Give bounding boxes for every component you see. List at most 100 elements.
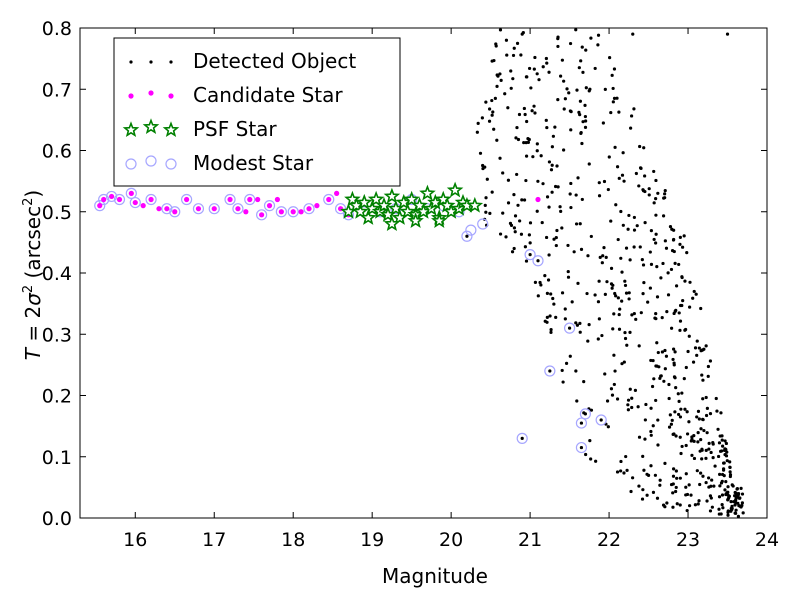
detected-object-point — [687, 420, 691, 424]
detected-object-point — [645, 472, 649, 476]
detected-object-point — [674, 284, 679, 288]
detected-object-point — [634, 171, 638, 176]
detected-object-point — [517, 112, 522, 117]
detected-object-point — [681, 245, 685, 249]
detected-object-point — [667, 425, 672, 429]
detected-object-point — [465, 234, 469, 238]
legend-marker-modest-star — [165, 158, 177, 170]
detected-object-point — [667, 382, 671, 387]
detected-object-point — [539, 154, 543, 158]
detected-object-point — [606, 425, 610, 429]
legend-marker-candidate-star — [168, 93, 174, 99]
detected-object-point — [671, 467, 676, 471]
detected-object-point — [522, 141, 526, 145]
detected-object-point — [627, 291, 631, 295]
detected-object-point — [716, 454, 721, 459]
detected-object-point — [510, 250, 515, 254]
detected-object-point — [584, 119, 588, 123]
detected-object-point — [568, 41, 573, 46]
detected-object-point — [740, 492, 745, 496]
detected-object-point — [539, 283, 543, 287]
candidate-star-point — [535, 196, 541, 203]
detected-object-point — [622, 179, 626, 183]
detected-object-point — [485, 177, 489, 181]
detected-object-point — [598, 255, 602, 259]
detected-object-point — [626, 408, 630, 412]
detected-object-point — [674, 469, 678, 473]
candidate-star-point — [164, 206, 170, 212]
detected-object-point — [704, 456, 708, 460]
detected-object-point — [492, 127, 496, 131]
psf-star-point — [438, 196, 456, 213]
detected-object-point — [642, 280, 646, 285]
detected-object-point — [682, 234, 686, 238]
candidate-star-point — [128, 190, 134, 196]
detected-object-point — [704, 413, 709, 418]
detected-object-point — [524, 75, 529, 79]
detected-object-point — [652, 237, 656, 242]
detected-object-point — [475, 130, 479, 134]
modest-star-point — [169, 206, 181, 218]
series-detected-object — [465, 28, 745, 519]
detected-object-point — [657, 365, 661, 369]
detected-object-point — [656, 418, 660, 422]
detected-object-point — [671, 357, 675, 362]
detected-object-point — [639, 166, 643, 170]
detected-object-point — [685, 508, 689, 513]
detected-object-point — [706, 374, 710, 378]
detected-object-point — [705, 431, 709, 435]
detected-object-point — [722, 461, 726, 465]
detected-object-point — [655, 295, 660, 299]
detected-object-point — [678, 235, 682, 239]
detected-object-point — [629, 489, 633, 494]
detected-object-point — [720, 438, 724, 442]
detected-object-point — [704, 344, 708, 348]
detected-object-point — [554, 315, 558, 319]
detected-object-point — [553, 125, 557, 129]
detected-object-point — [728, 470, 732, 474]
detected-object-point — [720, 502, 724, 507]
detected-object-point — [702, 428, 706, 433]
detected-object-point — [566, 269, 570, 274]
detected-object-point — [617, 176, 621, 180]
y-tick-label: 0.3 — [42, 324, 72, 346]
detected-object-point — [555, 164, 559, 168]
psf-star-point — [419, 184, 436, 201]
modest-star-point — [192, 203, 205, 215]
detected-object-point — [574, 28, 578, 32]
detected-object-point — [623, 336, 628, 341]
candidate-star-point — [274, 196, 281, 203]
detected-object-point — [723, 439, 727, 443]
detected-object-point — [574, 193, 578, 197]
detected-object-point — [656, 350, 660, 355]
series-modest-star — [94, 187, 607, 454]
detected-object-point — [613, 369, 617, 373]
detected-object-point — [587, 323, 591, 327]
detected-object-point — [608, 56, 612, 60]
detected-object-point — [580, 197, 584, 202]
y-tick-label: 0.4 — [42, 263, 72, 285]
detected-object-point — [721, 506, 725, 510]
detected-object-point — [668, 413, 672, 417]
detected-object-point — [740, 501, 744, 505]
detected-object-point — [651, 424, 655, 428]
detected-object-point — [685, 432, 690, 436]
detected-object-point — [518, 219, 522, 223]
detected-object-point — [535, 149, 539, 153]
detected-object-point — [636, 405, 640, 409]
psf-star-point — [359, 209, 377, 225]
detected-object-point — [700, 373, 704, 377]
candidate-star-point — [247, 196, 253, 203]
detected-object-point — [586, 254, 590, 258]
legend-marker-detected-object — [129, 60, 133, 64]
detected-object-point — [719, 411, 723, 415]
detected-object-point — [684, 472, 688, 476]
detected-object-point — [528, 253, 532, 257]
psf-star-point — [466, 196, 484, 213]
detected-object-point — [678, 415, 683, 419]
detected-object-point — [597, 317, 601, 321]
detected-object-point — [606, 187, 610, 192]
detected-object-point — [666, 271, 670, 275]
detected-object-point — [676, 392, 680, 396]
detected-object-point — [632, 215, 636, 220]
